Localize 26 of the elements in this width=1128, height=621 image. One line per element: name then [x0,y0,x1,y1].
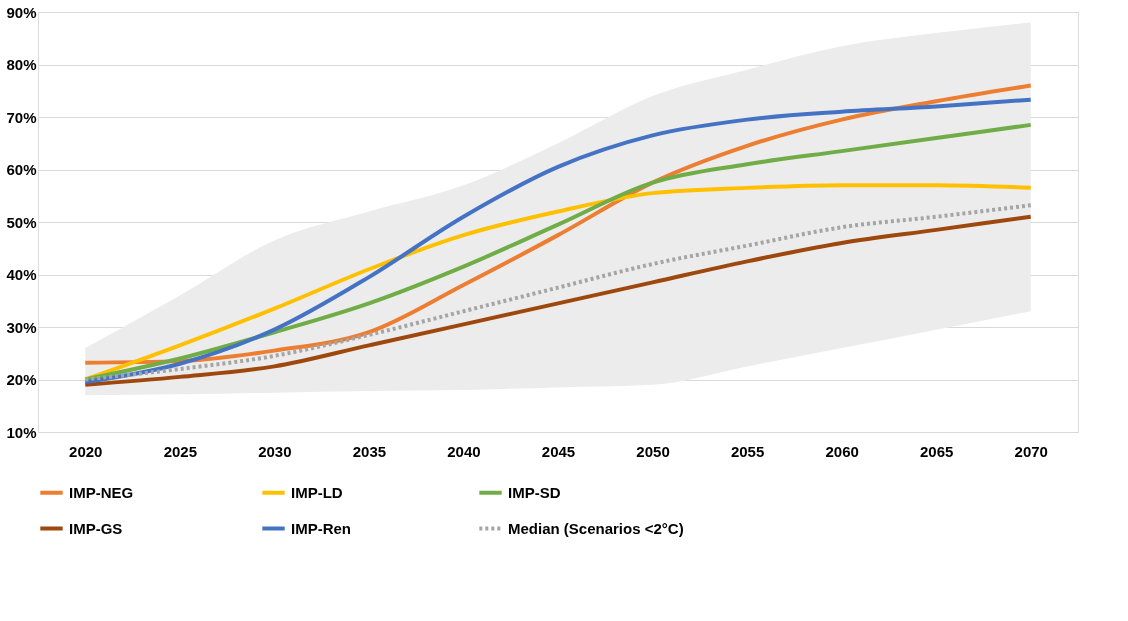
x-tick-label: 2045 [541,442,576,460]
legend-label: IMP-LD [291,483,343,501]
legend-label: IMP-Ren [291,519,351,537]
y-tick-label: 60% [6,161,37,178]
y-tick-label: 50% [6,213,37,231]
legend-label: IMP-GS [69,519,123,537]
x-tick-label: 2040 [447,442,481,460]
y-tick-label: 80% [6,56,37,73]
x-tick-label: 2055 [730,442,765,460]
x-tick-label: 2025 [163,442,198,460]
x-tick-label: 2020 [69,442,103,460]
x-tick-label: 2035 [352,442,387,460]
x-tick-label: 2070 [1014,442,1048,460]
legend-label: IMP-NEG [69,483,134,501]
x-tick-label: 2030 [258,442,292,460]
y-tick-label: 20% [6,371,37,388]
x-tick-label: 2050 [636,442,670,460]
y-tick-label: 70% [6,108,37,126]
x-tick-label: 2065 [919,442,954,460]
x-tick-label: 2060 [825,442,859,460]
y-tick-label: 40% [6,266,37,283]
y-tick-label: 90% [6,3,37,21]
y-tick-label: 10% [6,423,37,441]
y-tick-label: 30% [6,318,37,336]
legend-label: IMP-SD [508,483,561,501]
legend-label: Median (Scenarios <2°C) [508,519,684,537]
